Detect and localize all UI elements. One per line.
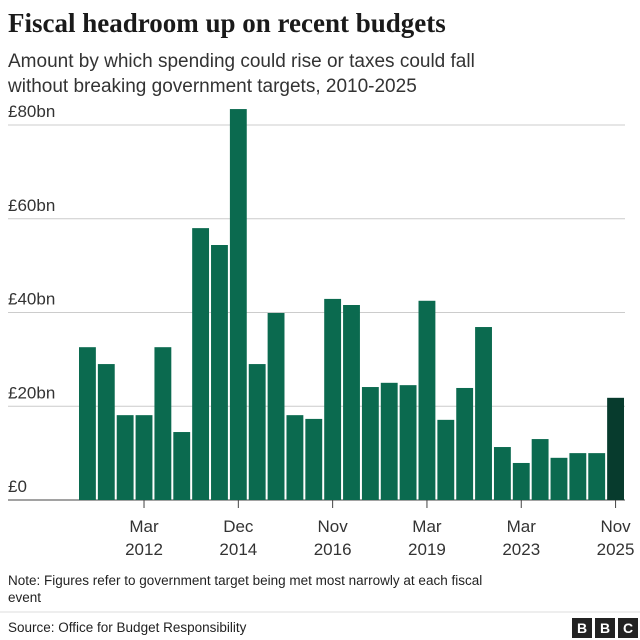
bar bbox=[361, 387, 379, 500]
y-tick-label: £60bn bbox=[8, 196, 55, 215]
bar bbox=[512, 462, 530, 500]
bar bbox=[135, 415, 153, 500]
y-tick-label: £80bn bbox=[8, 102, 55, 121]
x-tick-label: Mar 2023 bbox=[502, 517, 540, 559]
bar bbox=[531, 439, 549, 500]
bar bbox=[305, 418, 323, 500]
bar bbox=[399, 385, 417, 500]
logo-letter: B bbox=[600, 620, 610, 636]
y-tick-label: £0 bbox=[8, 477, 27, 496]
bar bbox=[475, 327, 492, 500]
source: Source: Office for Budget Responsibility bbox=[8, 620, 247, 635]
x-tick-label: Dec 2014 bbox=[219, 517, 257, 559]
bar bbox=[550, 457, 568, 500]
bar bbox=[116, 415, 134, 500]
bar bbox=[456, 387, 474, 500]
logo-box bbox=[572, 618, 592, 638]
bar bbox=[248, 364, 266, 500]
bar bbox=[343, 305, 360, 500]
logo-letter: C bbox=[623, 620, 633, 636]
x-tick-label: Nov 2025 bbox=[597, 517, 635, 559]
bar bbox=[79, 347, 96, 500]
logo-box bbox=[595, 618, 615, 638]
chart-subtitle: Amount by which spending could rise or t… bbox=[8, 51, 475, 72]
bar bbox=[418, 300, 436, 500]
bar bbox=[607, 397, 624, 500]
bar bbox=[493, 447, 511, 500]
x-tick-label: Mar 2012 bbox=[125, 517, 163, 559]
bar bbox=[588, 453, 606, 500]
bar bbox=[192, 228, 210, 500]
bar bbox=[173, 432, 191, 500]
bar bbox=[229, 109, 247, 500]
bar bbox=[286, 415, 304, 500]
y-tick-label: £20bn bbox=[8, 383, 55, 402]
bar bbox=[267, 312, 285, 500]
bar bbox=[211, 245, 228, 500]
chart-subtitle: without breaking government targets, 201… bbox=[7, 76, 417, 97]
logo-box bbox=[618, 618, 638, 638]
chart-title: Fiscal headroom up on recent budgets bbox=[8, 8, 446, 38]
bar bbox=[569, 453, 587, 500]
note: Note: Figures refer to government target… bbox=[8, 573, 482, 588]
bar bbox=[324, 298, 342, 500]
x-tick-label: Nov 2016 bbox=[314, 517, 352, 559]
logo-letter: B bbox=[577, 620, 587, 636]
y-tick-label: £40bn bbox=[8, 290, 55, 309]
bar bbox=[97, 364, 115, 500]
x-tick-label: Mar 2019 bbox=[408, 517, 446, 559]
bar bbox=[154, 347, 172, 500]
bar bbox=[380, 382, 398, 500]
bar bbox=[437, 419, 455, 500]
note: event bbox=[8, 590, 41, 605]
